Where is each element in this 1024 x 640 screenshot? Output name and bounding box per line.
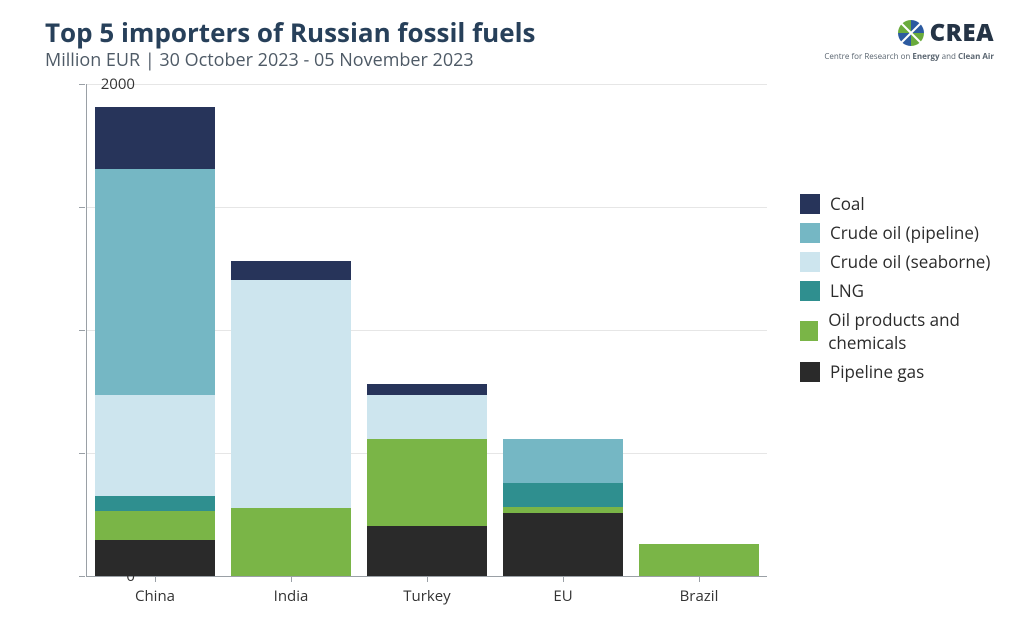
legend-label: Crude oil (seaborne) xyxy=(830,250,990,273)
segment xyxy=(95,540,215,576)
bar-china xyxy=(95,107,215,576)
bar-brazil xyxy=(639,544,759,576)
segment xyxy=(231,261,351,279)
chart-subtitle: Million EUR | 30 October 2023 - 05 Novem… xyxy=(45,48,474,72)
y-tick xyxy=(79,576,85,577)
x-tick xyxy=(427,576,428,582)
segment xyxy=(231,508,351,576)
x-tick xyxy=(563,576,564,582)
logo-text: CREA xyxy=(930,16,994,49)
segment xyxy=(231,280,351,509)
legend-item: LNG xyxy=(800,279,1024,302)
plot-area: 0500100015002000ChinaIndiaTurkeyEUBrazil xyxy=(86,84,767,577)
legend-item: Pipeline gas xyxy=(800,360,1024,383)
logo-mark-icon xyxy=(898,20,924,46)
segment xyxy=(95,169,215,395)
legend-item: Crude oil (pipeline) xyxy=(800,221,1024,244)
y-tick xyxy=(79,330,85,331)
logo-subtext: Centre for Research on Energy and Clean … xyxy=(824,51,994,62)
x-tick xyxy=(699,576,700,582)
segment xyxy=(367,439,487,525)
segment xyxy=(95,511,215,541)
x-tick-label: Turkey xyxy=(403,586,450,606)
bar-india xyxy=(231,261,351,576)
legend-label: Crude oil (pipeline) xyxy=(830,221,979,244)
legend-swatch xyxy=(800,252,820,272)
segment xyxy=(95,107,215,169)
segment xyxy=(503,507,623,513)
x-tick-label: India xyxy=(274,586,309,606)
legend-label: Oil products and chemicals xyxy=(828,308,1024,354)
segment xyxy=(95,496,215,511)
segment xyxy=(367,384,487,395)
x-tick-label: EU xyxy=(553,586,572,606)
chart-title: Top 5 importers of Russian fossil fuels xyxy=(45,14,535,50)
segment xyxy=(95,395,215,496)
segment xyxy=(639,544,759,576)
segment xyxy=(503,513,623,576)
x-tick-label: China xyxy=(135,586,175,606)
legend-item: Crude oil (seaborne) xyxy=(800,250,1024,273)
gridline xyxy=(87,84,767,85)
chart-area: 0500100015002000ChinaIndiaTurkeyEUBrazil xyxy=(30,78,790,618)
legend: Coal Crude oil (pipeline) Crude oil (seabo… xyxy=(800,192,1024,389)
y-tick xyxy=(79,84,85,85)
y-tick-label: 2000 xyxy=(87,74,135,94)
legend-swatch xyxy=(800,281,820,301)
chart-container: Top 5 importers of Russian fossil fuels … xyxy=(0,0,1024,640)
legend-label: Coal xyxy=(830,192,865,215)
logo-row: CREA xyxy=(824,16,994,49)
segment xyxy=(367,526,487,576)
legend-label: Pipeline gas xyxy=(830,360,924,383)
legend-swatch xyxy=(800,362,820,382)
legend-swatch xyxy=(800,223,820,243)
y-tick xyxy=(79,453,85,454)
bar-eu xyxy=(503,439,623,576)
x-tick xyxy=(291,576,292,582)
legend-label: LNG xyxy=(830,279,864,302)
legend-item: Coal xyxy=(800,192,1024,215)
legend-swatch xyxy=(800,321,818,341)
segment xyxy=(503,483,623,508)
x-tick-label: Brazil xyxy=(680,586,719,606)
crea-logo: CREA Centre for Research on Energy and C… xyxy=(824,16,994,62)
x-tick xyxy=(155,576,156,582)
legend-item: Oil products and chemicals xyxy=(800,308,1024,354)
segment xyxy=(367,395,487,439)
legend-swatch xyxy=(800,194,820,214)
bar-turkey xyxy=(367,384,487,576)
segment xyxy=(503,439,623,482)
y-tick xyxy=(79,207,85,208)
